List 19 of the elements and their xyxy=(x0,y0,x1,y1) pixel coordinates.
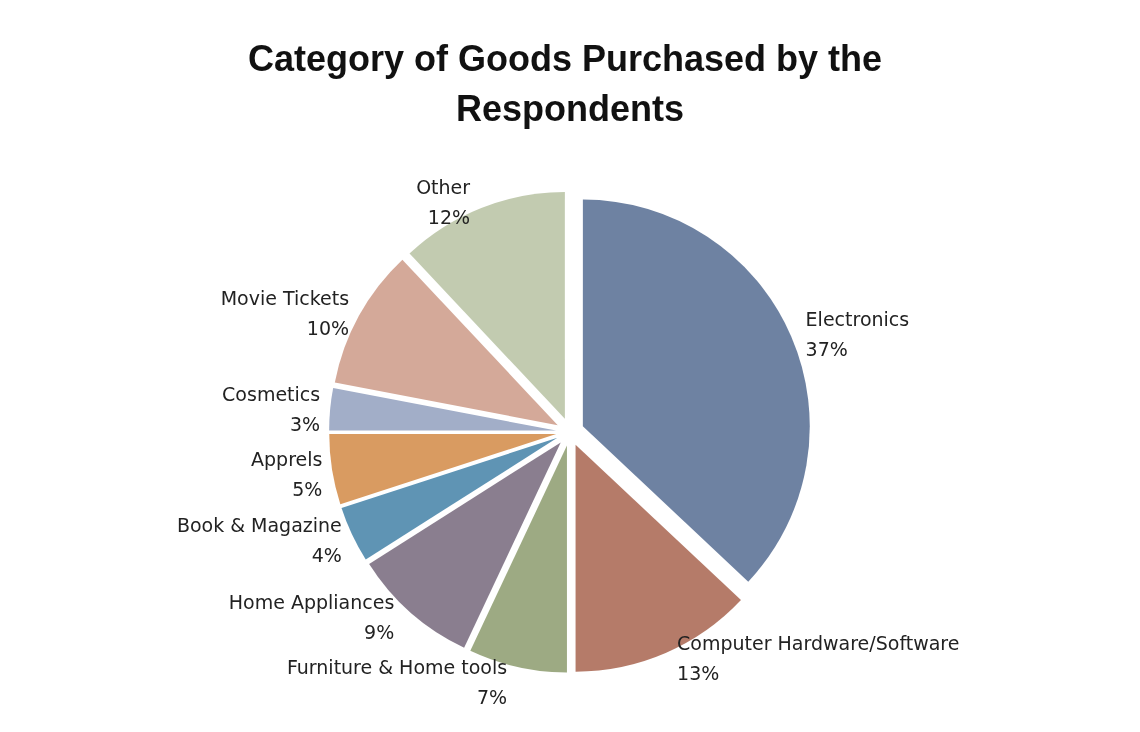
data-label: 4% xyxy=(311,543,342,566)
data-label: 7% xyxy=(476,686,508,709)
slice-label: Movie Tickets xyxy=(220,286,350,309)
data-label: 9% xyxy=(364,621,395,644)
slice-label: Other xyxy=(416,176,471,199)
data-label: 13% xyxy=(677,662,720,685)
data-label: 10% xyxy=(306,316,350,339)
slice-label: Computer Hardware/Software xyxy=(677,632,960,655)
slice-label: Apprels xyxy=(251,448,323,471)
data-label: 3% xyxy=(290,412,321,435)
slice-label: Book & Magazine xyxy=(176,513,342,536)
data-label: 37% xyxy=(805,337,848,360)
chart-title: Category of Goods Purchased by the Respondents xyxy=(247,37,893,129)
slice-label: Electronics xyxy=(805,307,910,330)
slice-label: Home Appliances xyxy=(228,591,395,614)
slice-label: Furniture & Home tools xyxy=(286,656,508,679)
data-label: 5% xyxy=(292,478,323,501)
slice-label: Cosmetics xyxy=(222,382,321,405)
data-label: 12% xyxy=(427,206,471,229)
